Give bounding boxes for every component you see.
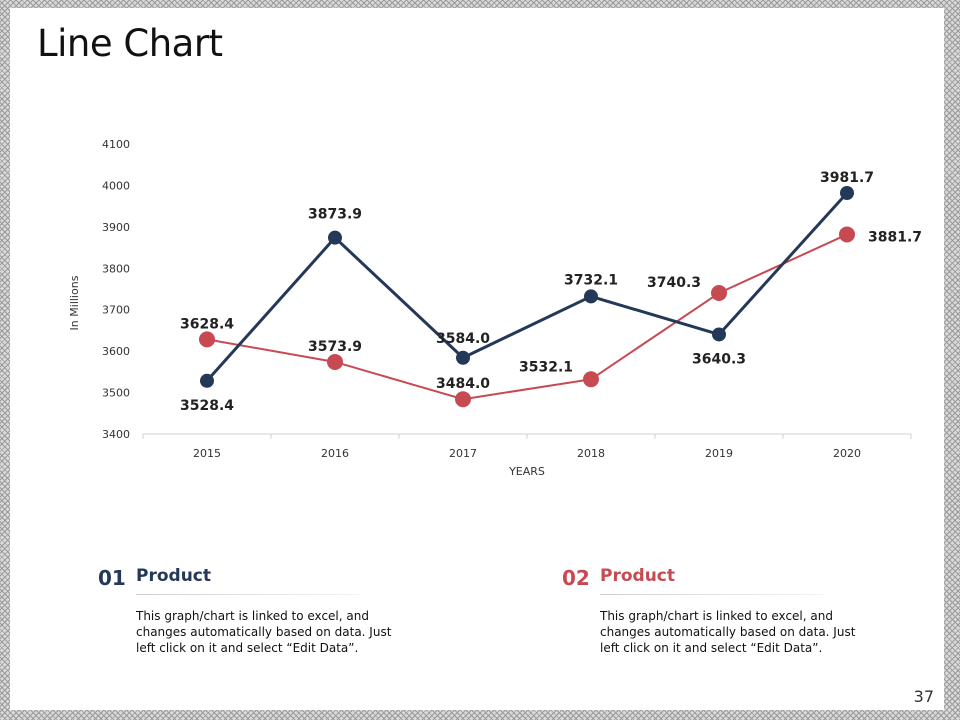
data-point [328, 230, 342, 245]
data-point [584, 289, 598, 304]
y-axis-title: In Millions [68, 275, 81, 330]
data-label: 3584.0 [436, 331, 490, 347]
item-divider [136, 594, 361, 595]
x-tick-label: 2020 [833, 447, 861, 460]
line-chart: 3400 3500 3600 3700 3800 3900 4000 4100 2015 2016… [68, 138, 922, 478]
x-axis-title: YEARS [508, 465, 545, 478]
slide: Line Chart 3400 3500 3600 3700 3800 3900 4000 4… [10, 8, 944, 710]
item-number: 01 [98, 566, 126, 590]
y-tick-label: 4000 [102, 179, 130, 192]
item-number: 02 [562, 566, 590, 590]
x-tick-label: 2019 [705, 447, 733, 460]
data-point [327, 353, 343, 370]
y-tick-label: 3500 [102, 387, 130, 400]
data-point [583, 371, 599, 388]
x-tick-label: 2015 [193, 447, 221, 460]
data-label: 3628.4 [180, 316, 234, 332]
item-title: Product [600, 566, 675, 586]
x-tick-label: 2018 [577, 447, 605, 460]
data-label: 3528.4 [180, 398, 234, 414]
x-tick-label: 2017 [449, 447, 477, 460]
data-label: 3640.3 [692, 351, 746, 367]
data-label: 3881.7 [868, 229, 922, 245]
x-tick-label: 2016 [321, 447, 349, 460]
y-tick-label: 4100 [102, 138, 130, 151]
data-point [200, 373, 214, 388]
y-tick-label: 3900 [102, 221, 130, 234]
data-label: 3732.1 [564, 272, 618, 288]
data-point [712, 327, 726, 342]
y-tick-label: 3400 [102, 428, 130, 441]
series-line [206, 233, 848, 401]
data-label: 3573.9 [308, 339, 362, 355]
data-label: 3873.9 [308, 207, 362, 223]
y-tick-label: 3600 [102, 345, 130, 358]
data-point [455, 391, 471, 408]
y-tick-label: 3800 [102, 262, 130, 275]
item-description: This graph/chart is linked to excel, and… [136, 609, 392, 655]
data-point [840, 186, 854, 201]
data-point [456, 350, 470, 365]
data-label: 3740.3 [647, 275, 701, 291]
item-title: Product [136, 566, 211, 586]
data-point [711, 285, 727, 302]
y-tick-label: 3700 [102, 304, 130, 317]
data-label: 3532.1 [519, 359, 573, 375]
page-number: 37 [913, 687, 934, 706]
item-divider [600, 594, 825, 595]
data-point [839, 226, 855, 243]
series-line [205, 192, 849, 382]
data-point [199, 331, 215, 348]
item-description: This graph/chart is linked to excel, and… [600, 609, 856, 655]
data-label: 3484.0 [436, 376, 490, 392]
page-title: Line Chart [37, 22, 223, 65]
data-label: 3981.7 [820, 170, 874, 186]
